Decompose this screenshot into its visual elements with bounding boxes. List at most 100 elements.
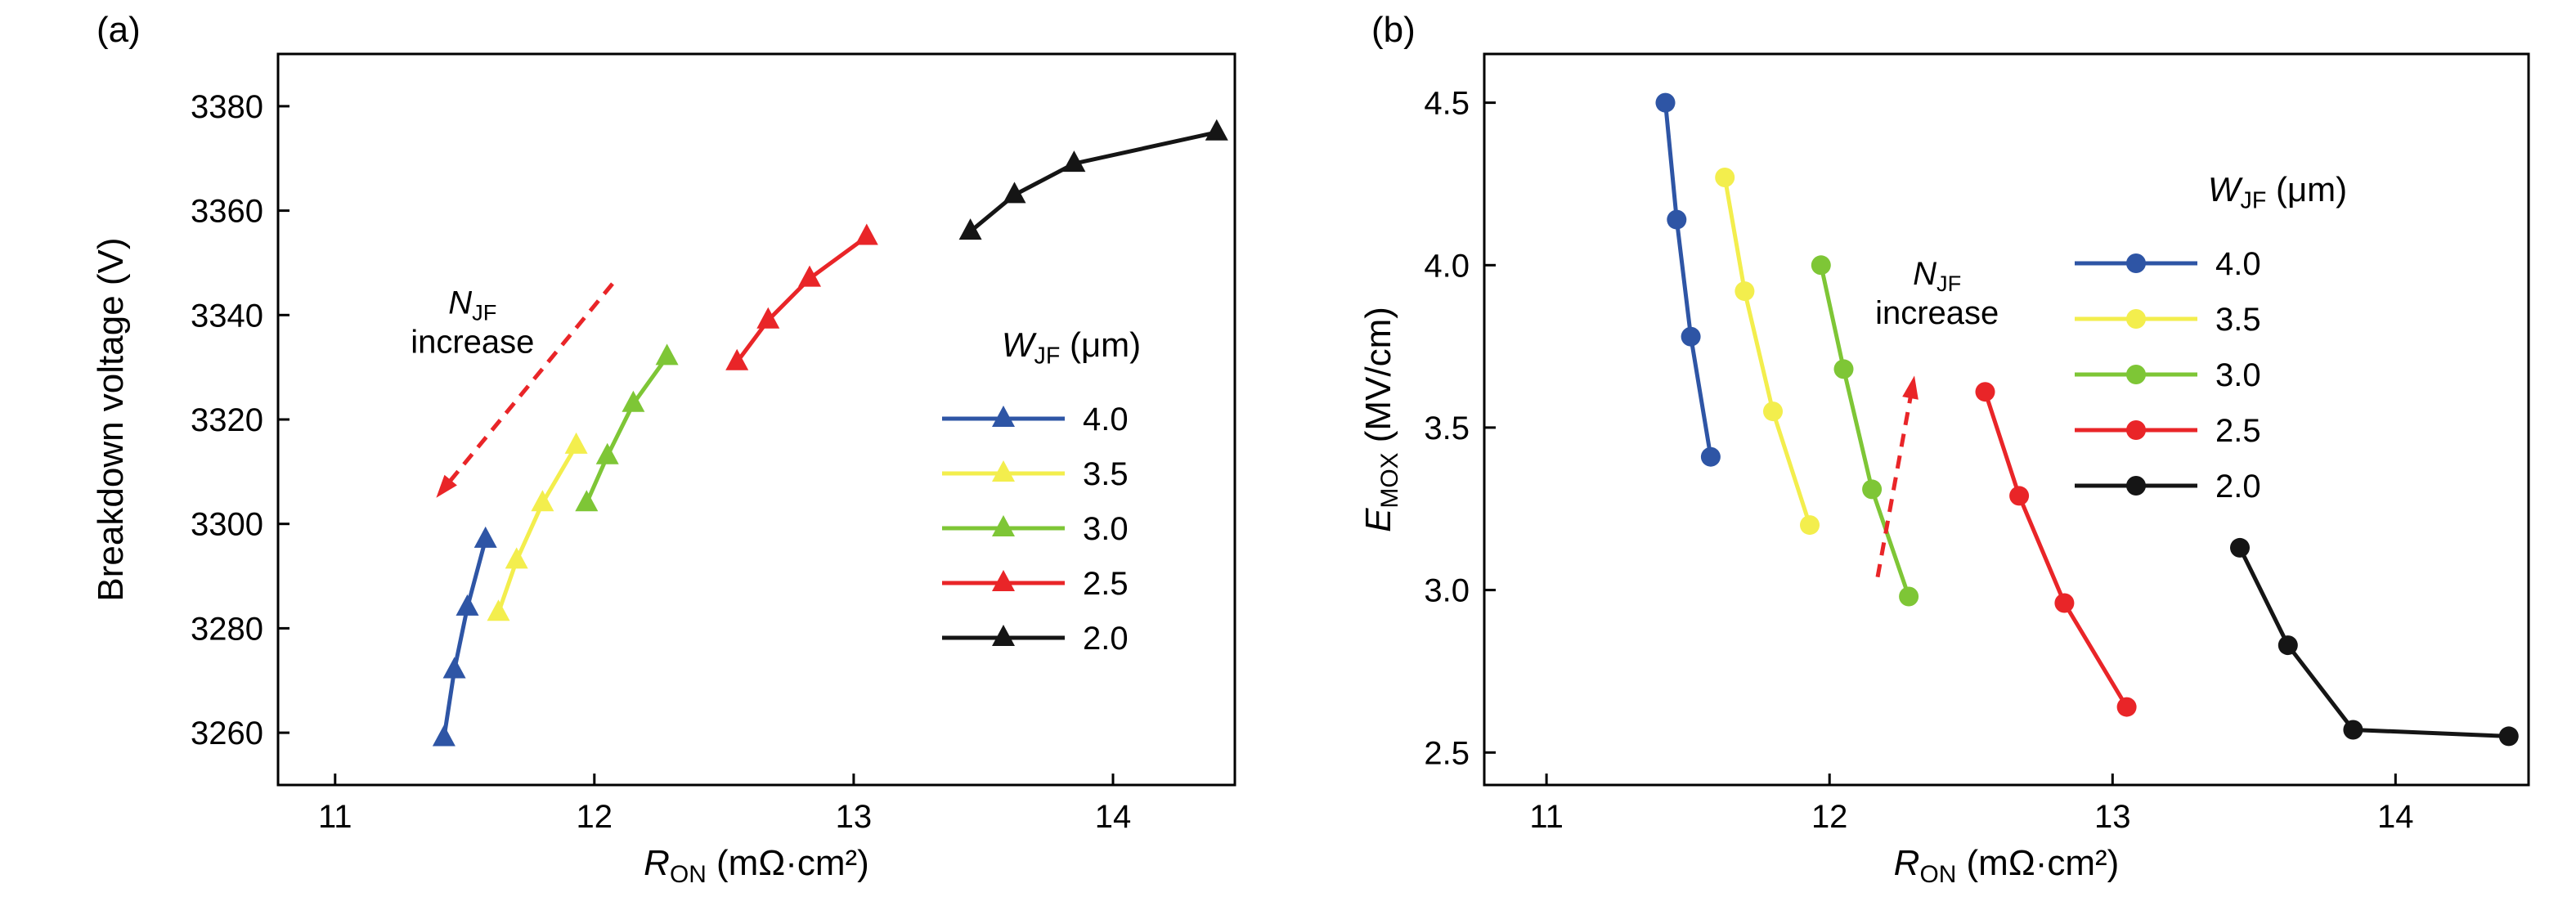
y-tick-label: 4.0 — [1424, 248, 1470, 284]
series-line-wjf-3.0 — [1819, 264, 1911, 598]
series-marker-wjf-3.5 — [531, 490, 554, 512]
series-marker-wjf-2.0 — [2278, 635, 2298, 656]
series-marker-wjf-2.5 — [1975, 382, 1995, 402]
panel-a-label: (a) — [96, 10, 141, 50]
legend-label-wjf-3.0: 3.0 — [2215, 357, 2261, 393]
series-marker-wjf-2.0 — [2230, 537, 2250, 558]
chart-b-emox: 11 12 13 14 2.5 3.0 3.5 4.0 4.5 RON (mΩ·cm²) EMOX … — [1358, 52, 2530, 888]
series-marker-wjf-2.5 — [2009, 486, 2030, 506]
series-marker-wjf-3.0 — [655, 343, 679, 366]
y-tick-label: 3340 — [191, 298, 263, 334]
panel-b-label: (b) — [1371, 10, 1416, 50]
njf-increase-arrowhead — [436, 474, 457, 498]
legend-marker-wjf-2.5 — [2126, 420, 2146, 440]
series-marker-wjf-3.0 — [595, 442, 619, 464]
series-marker-wjf-2.0 — [1062, 150, 1086, 173]
njf-increase-text-line-2: increase — [411, 325, 534, 361]
legend-label-wjf-2.0: 2.0 — [2215, 469, 2261, 505]
series-marker-wjf-3.5 — [505, 547, 528, 569]
series-marker-wjf-2.5 — [725, 348, 749, 370]
series-marker-wjf-3.5 — [1800, 515, 1820, 536]
series-marker-wjf-2.5 — [2116, 697, 2137, 717]
series-marker-wjf-2.0 — [1205, 119, 1228, 141]
y-tick-label: 3320 — [191, 402, 263, 438]
legend-marker-wjf-4.0 — [2126, 253, 2146, 273]
series-marker-wjf-3.5 — [1735, 281, 1755, 302]
series-line-wjf-3.5 — [1722, 177, 1812, 526]
series-marker-wjf-2.5 — [756, 307, 780, 329]
legend-marker-wjf-4.0 — [992, 406, 1015, 427]
series-marker-wjf-3.0 — [1899, 586, 1919, 607]
series-marker-wjf-4.0 — [432, 724, 456, 747]
legend-label-wjf-2.5: 2.5 — [2215, 413, 2261, 449]
series-marker-wjf-2.0 — [2343, 720, 2363, 740]
legend-label-wjf-4.0: 4.0 — [2215, 246, 2261, 282]
legend-marker-wjf-2.0 — [992, 625, 1015, 646]
series-marker-wjf-2.0 — [2498, 726, 2519, 747]
njf-increase-text-line-2: increase — [1875, 295, 1999, 331]
legend-label-wjf-3.5: 3.5 — [2215, 302, 2261, 338]
legend-marker-wjf-3.0 — [992, 515, 1015, 536]
x-tick-label: 14 — [1095, 799, 1132, 835]
y-axis-title: Breakdown voltage (V) — [91, 237, 131, 601]
series-marker-wjf-3.0 — [1811, 255, 1831, 276]
series-line-wjf-4.0 — [442, 539, 488, 738]
legend-marker-wjf-2.5 — [992, 570, 1015, 591]
y-tick-label: 3.5 — [1424, 410, 1470, 446]
series-marker-wjf-2.5 — [2054, 593, 2075, 613]
y-tick-label: 3.0 — [1424, 573, 1470, 609]
series-marker-wjf-2.5 — [855, 223, 878, 245]
series-marker-wjf-3.5 — [564, 432, 588, 454]
series-marker-wjf-2.5 — [798, 265, 821, 287]
y-tick-label: 4.5 — [1424, 86, 1470, 122]
series-marker-wjf-4.0 — [1655, 92, 1676, 113]
x-tick-label: 12 — [1811, 799, 1848, 835]
series-marker-wjf-4.0 — [473, 526, 497, 548]
series-line-wjf-2.0 — [2237, 546, 2509, 738]
series-marker-wjf-3.0 — [1862, 479, 1883, 500]
legend-marker-wjf-3.5 — [992, 460, 1015, 482]
series-marker-wjf-2.0 — [1003, 182, 1026, 204]
x-tick-label: 12 — [577, 799, 613, 835]
legend-label-wjf-3.5: 3.5 — [1083, 456, 1129, 492]
legend-marker-wjf-3.0 — [2126, 365, 2146, 384]
legend-label-wjf-4.0: 4.0 — [1083, 401, 1129, 437]
panel-a: (a) 11 12 13 14 3260 3280 3300 3320 3340 3360 3380… — [91, 10, 1236, 888]
x-axis-title: RON (mΩ·cm²) — [1894, 843, 2120, 888]
series-line-wjf-2.5 — [735, 235, 868, 364]
series-marker-wjf-4.0 — [1667, 209, 1687, 230]
series-marker-wjf-3.0 — [1833, 359, 1854, 379]
series-marker-wjf-2.0 — [958, 218, 982, 240]
njf-increase-text-line-1: NJF — [448, 285, 496, 325]
y-tick-label: 3360 — [191, 194, 263, 230]
njf-increase-arrow — [1875, 391, 1914, 578]
series-line-wjf-2.0 — [969, 130, 1218, 234]
series-line-wjf-3.0 — [585, 355, 669, 505]
series-marker-wjf-4.0 — [456, 594, 479, 616]
series-marker-wjf-4.0 — [442, 657, 466, 679]
y-tick-label: 3380 — [191, 89, 263, 125]
series-line-wjf-3.5 — [496, 444, 578, 614]
series-marker-wjf-4.0 — [1700, 446, 1721, 467]
plot-frame — [1483, 52, 2530, 787]
y-tick-label: 3280 — [191, 611, 263, 647]
x-tick-label: 13 — [836, 799, 873, 835]
njf-increase-arrowhead — [1902, 375, 1919, 400]
chart-a-breakdown-voltage: 11 12 13 14 3260 3280 3300 3320 3340 3360 3380 RON … — [91, 52, 1236, 888]
series-marker-wjf-4.0 — [1681, 326, 1701, 347]
legend-label-wjf-3.0: 3.0 — [1083, 511, 1129, 547]
series-marker-wjf-3.5 — [487, 599, 510, 621]
njf-increase-text-line-1: NJF — [1913, 256, 1961, 296]
legend-marker-wjf-3.5 — [2126, 309, 2146, 329]
legend-label-wjf-2.0: 2.0 — [1083, 621, 1129, 657]
y-tick-label: 2.5 — [1424, 735, 1470, 771]
series-marker-wjf-3.0 — [575, 490, 599, 512]
panel-b: (b) 11 12 13 14 2.5 3.0 3.5 4.0 4.5 RON (mΩ·cm²) E… — [1288, 0, 2576, 906]
series-marker-wjf-3.0 — [622, 390, 645, 412]
x-tick-label: 11 — [318, 799, 352, 835]
y-tick-label: 3300 — [191, 507, 263, 543]
series-line-wjf-4.0 — [1663, 102, 1713, 458]
series-marker-wjf-3.5 — [1715, 168, 1735, 187]
y-axis-title: EMOX (MV/cm) — [1358, 307, 1403, 532]
